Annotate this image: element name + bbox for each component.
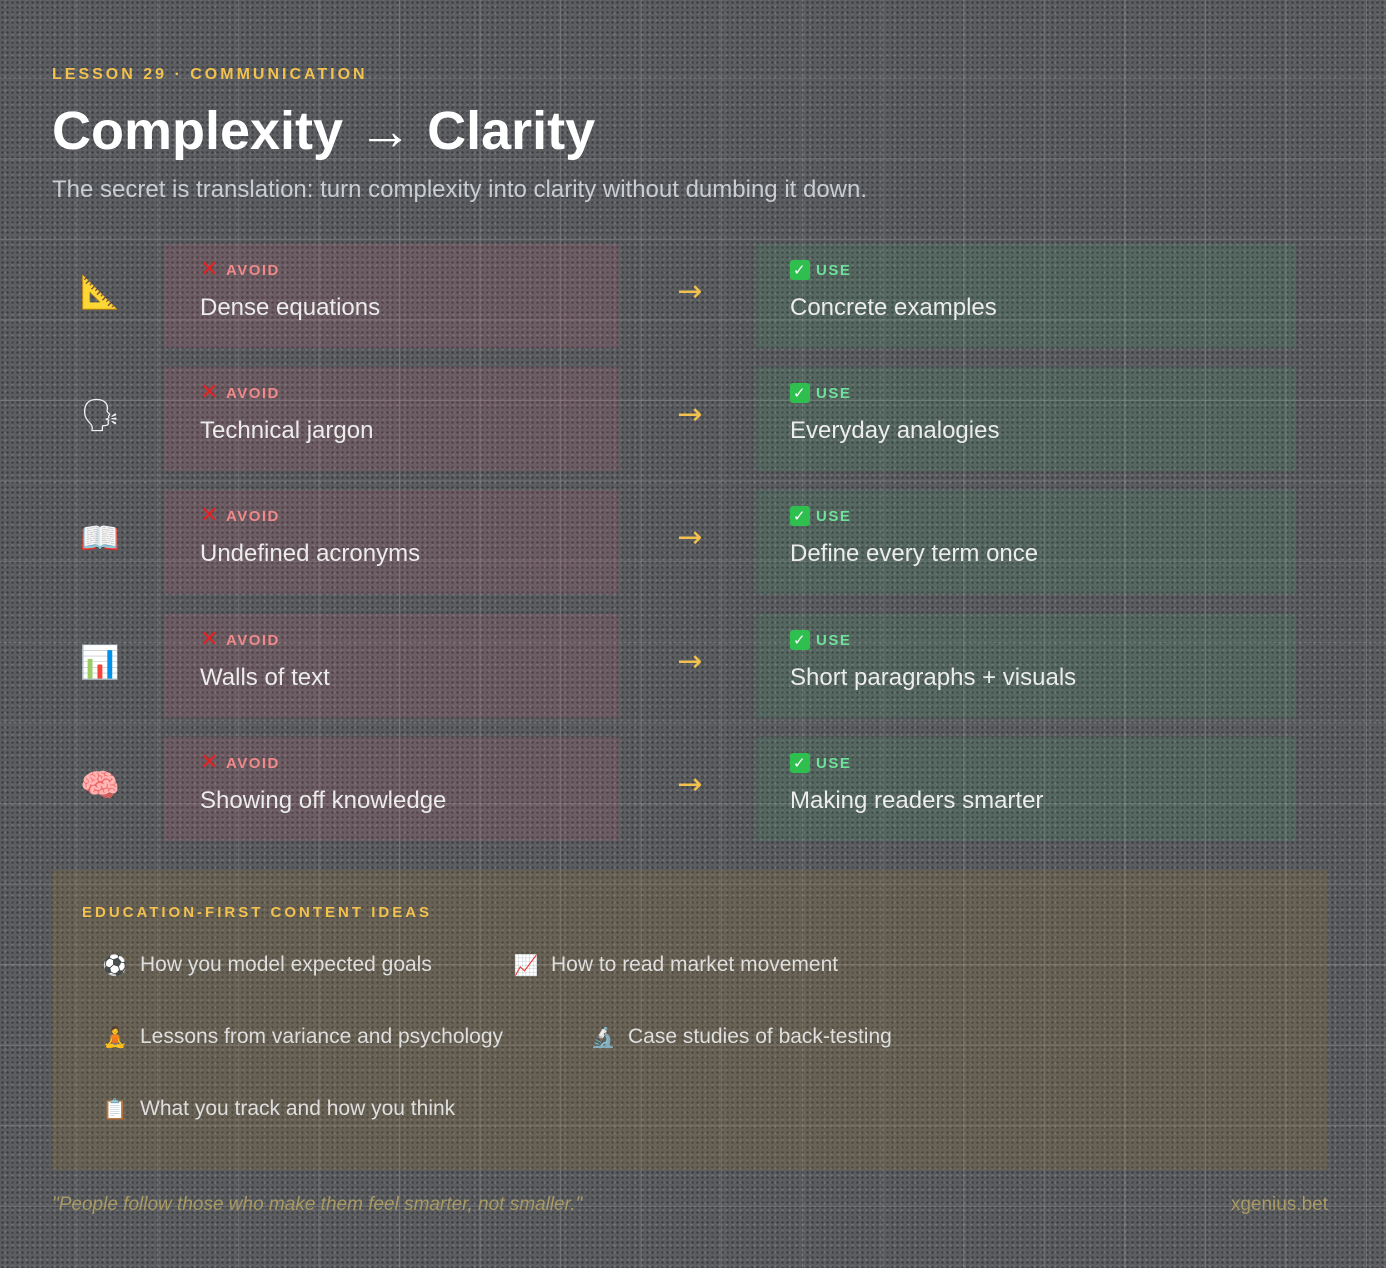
cross-mark-icon: ✕ bbox=[200, 257, 220, 282]
comparison-row: 📖 ✕ AVOID Undefined acronyms → ✓ USE Defin… bbox=[0, 490, 1386, 594]
avoid-text: Showing off knowledge bbox=[200, 787, 447, 814]
use-text: Concrete examples bbox=[790, 294, 997, 321]
soccer-ball-icon: ⚽ bbox=[102, 953, 128, 977]
chart-increasing-icon: 📈 bbox=[513, 953, 539, 977]
avoid-label: AVOID bbox=[226, 631, 280, 649]
arrow-right-icon: → bbox=[677, 644, 703, 679]
content-ideas-heading: EDUCATION-FIRST CONTENT IDEAS bbox=[82, 904, 433, 921]
arrow-right-icon: → bbox=[677, 274, 703, 309]
use-tag: ✓ USE bbox=[790, 630, 851, 650]
avoid-text: Technical jargon bbox=[200, 417, 374, 444]
content-ideas-panel bbox=[52, 870, 1328, 1170]
avoid-panel bbox=[164, 614, 620, 718]
meditation-icon: 🧘 bbox=[102, 1025, 128, 1049]
bar-chart-icon: 📊 bbox=[80, 643, 120, 681]
avoid-label: AVOID bbox=[226, 261, 280, 279]
idea-item: 🧘 Lessons from variance and psychology bbox=[102, 1024, 503, 1050]
check-mark-icon: ✓ bbox=[790, 506, 810, 526]
use-tag: ✓ USE bbox=[790, 260, 851, 280]
avoid-panel bbox=[164, 367, 620, 471]
page-subtitle: The secret is translation: turn complexi… bbox=[52, 176, 868, 203]
use-label: USE bbox=[816, 384, 852, 402]
idea-text: Lessons from variance and psychology bbox=[140, 1025, 504, 1048]
comparison-row: 🧠 ✕ AVOID Showing off knowledge → ✓ USE Ma… bbox=[0, 737, 1386, 841]
avoid-tag: ✕ AVOID bbox=[200, 627, 280, 652]
check-mark-icon: ✓ bbox=[790, 383, 810, 403]
use-label: USE bbox=[816, 754, 852, 772]
speaking-head-icon: 🗣 bbox=[80, 396, 121, 434]
open-book-icon: 📖 bbox=[80, 519, 120, 557]
avoid-text: Walls of text bbox=[200, 664, 330, 691]
use-text: Short paragraphs + visuals bbox=[790, 664, 1077, 691]
brain-icon: 🧠 bbox=[80, 766, 120, 804]
avoid-text: Undefined acronyms bbox=[200, 540, 421, 567]
microscope-icon: 🔬 bbox=[590, 1025, 616, 1049]
avoid-tag: ✕ AVOID bbox=[200, 750, 280, 775]
footer-quote: "People follow those who make them feel … bbox=[52, 1194, 583, 1215]
brand-link[interactable]: xgenius.bet bbox=[1230, 1194, 1328, 1215]
avoid-panel bbox=[164, 490, 620, 594]
comparison-row: 📊 ✕ AVOID Walls of text → ✓ USE Short para… bbox=[0, 614, 1386, 718]
cross-mark-icon: ✕ bbox=[200, 627, 220, 652]
cross-mark-icon: ✕ bbox=[200, 750, 220, 775]
idea-text: Case studies of back-testing bbox=[628, 1025, 892, 1048]
use-panel bbox=[756, 614, 1296, 718]
arrow-right-icon: → bbox=[677, 767, 703, 802]
comparison-row: 📐 ✕ AVOID Dense equations → ✓ USE Concrete… bbox=[0, 244, 1386, 348]
avoid-label: AVOID bbox=[226, 507, 280, 525]
triangular-ruler-icon: 📐 bbox=[80, 273, 120, 311]
use-label: USE bbox=[816, 507, 852, 525]
avoid-panel bbox=[164, 244, 620, 348]
arrow-right-icon: → bbox=[677, 397, 703, 432]
use-text: Making readers smarter bbox=[790, 787, 1044, 814]
use-tag: ✓ USE bbox=[790, 753, 851, 773]
idea-item: 📈 How to read market movement bbox=[513, 952, 839, 978]
use-tag: ✓ USE bbox=[790, 383, 851, 403]
arrow-right-icon: → bbox=[677, 520, 703, 555]
idea-item: 🔬 Case studies of back-testing bbox=[590, 1024, 892, 1050]
lesson-eyebrow: LESSON 29 · COMMUNICATION bbox=[52, 66, 368, 83]
avoid-tag: ✕ AVOID bbox=[200, 257, 280, 282]
cross-mark-icon: ✕ bbox=[200, 380, 220, 405]
cross-mark-icon: ✕ bbox=[200, 503, 220, 528]
avoid-panel bbox=[164, 737, 620, 841]
use-label: USE bbox=[816, 631, 852, 649]
use-text: Everyday analogies bbox=[790, 417, 1000, 444]
check-mark-icon: ✓ bbox=[790, 630, 810, 650]
avoid-label: AVOID bbox=[226, 754, 280, 772]
check-mark-icon: ✓ bbox=[790, 753, 810, 773]
use-text: Define every term once bbox=[790, 540, 1039, 567]
avoid-text: Dense equations bbox=[200, 294, 381, 321]
comparison-row: 🗣 ✕ AVOID Technical jargon → ✓ USE Everyda… bbox=[0, 367, 1386, 471]
idea-item: 📋 What you track and how you think bbox=[102, 1096, 456, 1122]
use-label: USE bbox=[816, 261, 852, 279]
idea-text: What you track and how you think bbox=[140, 1097, 456, 1120]
avoid-label: AVOID bbox=[226, 384, 280, 402]
check-mark-icon: ✓ bbox=[790, 260, 810, 280]
use-panel bbox=[756, 244, 1296, 348]
clipboard-icon: 📋 bbox=[102, 1097, 128, 1121]
idea-text: How to read market movement bbox=[551, 953, 839, 976]
idea-item: ⚽ How you model expected goals bbox=[102, 952, 432, 978]
page-title: Complexity → Clarity bbox=[52, 101, 596, 161]
use-tag: ✓ USE bbox=[790, 506, 851, 526]
use-panel bbox=[756, 737, 1296, 841]
avoid-tag: ✕ AVOID bbox=[200, 380, 280, 405]
avoid-tag: ✕ AVOID bbox=[200, 503, 280, 528]
idea-text: How you model expected goals bbox=[140, 953, 432, 976]
use-panel bbox=[756, 490, 1296, 594]
use-panel bbox=[756, 367, 1296, 471]
